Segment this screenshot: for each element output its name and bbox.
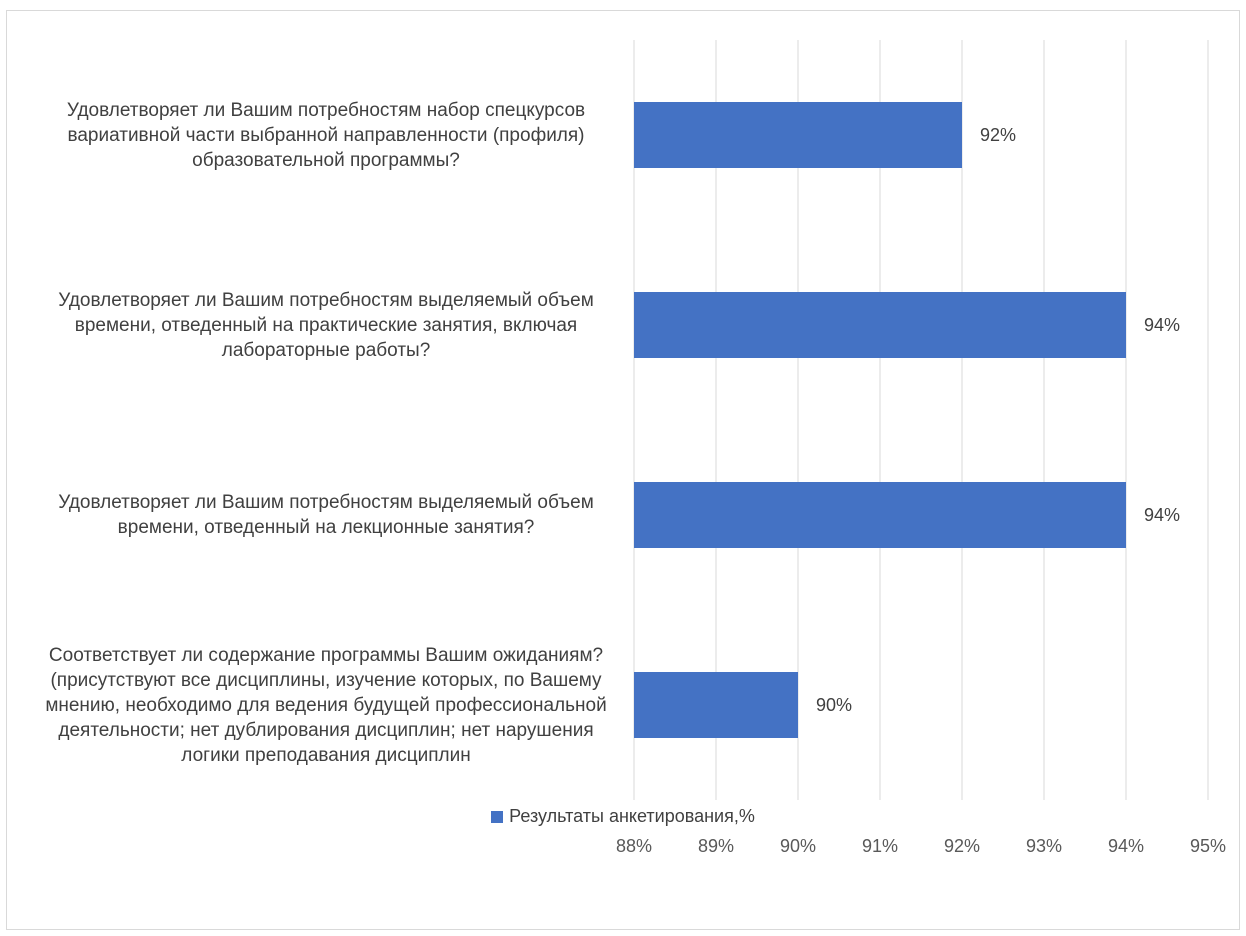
x-tick-label: 89% <box>698 836 734 856</box>
data-labels: 92% 94% 94% 90% <box>816 125 1180 715</box>
category-label-3: Удовлетворяет ли Вашим потребностям выде… <box>58 492 594 538</box>
x-tick-label: 94% <box>1108 836 1144 856</box>
bars <box>634 102 1126 738</box>
legend-label: Результаты анкетирования,% <box>509 806 755 826</box>
x-tick-label: 90% <box>780 836 816 856</box>
category-label-4: Соответствует ли содержание программы Ва… <box>45 644 607 766</box>
data-label: 90% <box>816 695 852 715</box>
category-label-2: Удовлетворяет ли Вашим потребностям выде… <box>58 289 594 361</box>
legend: Результаты анкетирования,% <box>0 806 1246 827</box>
x-tick-label: 92% <box>944 836 980 856</box>
x-tick-label: 91% <box>862 836 898 856</box>
category-label-1: Удовлетворяет ли Вашим потребностям набо… <box>66 99 586 171</box>
data-label: 94% <box>1144 315 1180 335</box>
x-tick-label: 88% <box>616 836 652 856</box>
bar <box>634 292 1126 358</box>
bar <box>634 102 962 168</box>
x-axis-ticks: 88% 89% 90% 91% 92% 93% 94% 95% <box>616 836 1226 856</box>
x-tick-label: 95% <box>1190 836 1226 856</box>
bar <box>634 672 798 738</box>
data-label: 92% <box>980 125 1016 145</box>
x-tick-label: 93% <box>1026 836 1062 856</box>
bar <box>634 482 1126 548</box>
data-label: 94% <box>1144 505 1180 525</box>
chart-frame <box>6 10 1240 930</box>
legend-swatch <box>491 811 504 823</box>
